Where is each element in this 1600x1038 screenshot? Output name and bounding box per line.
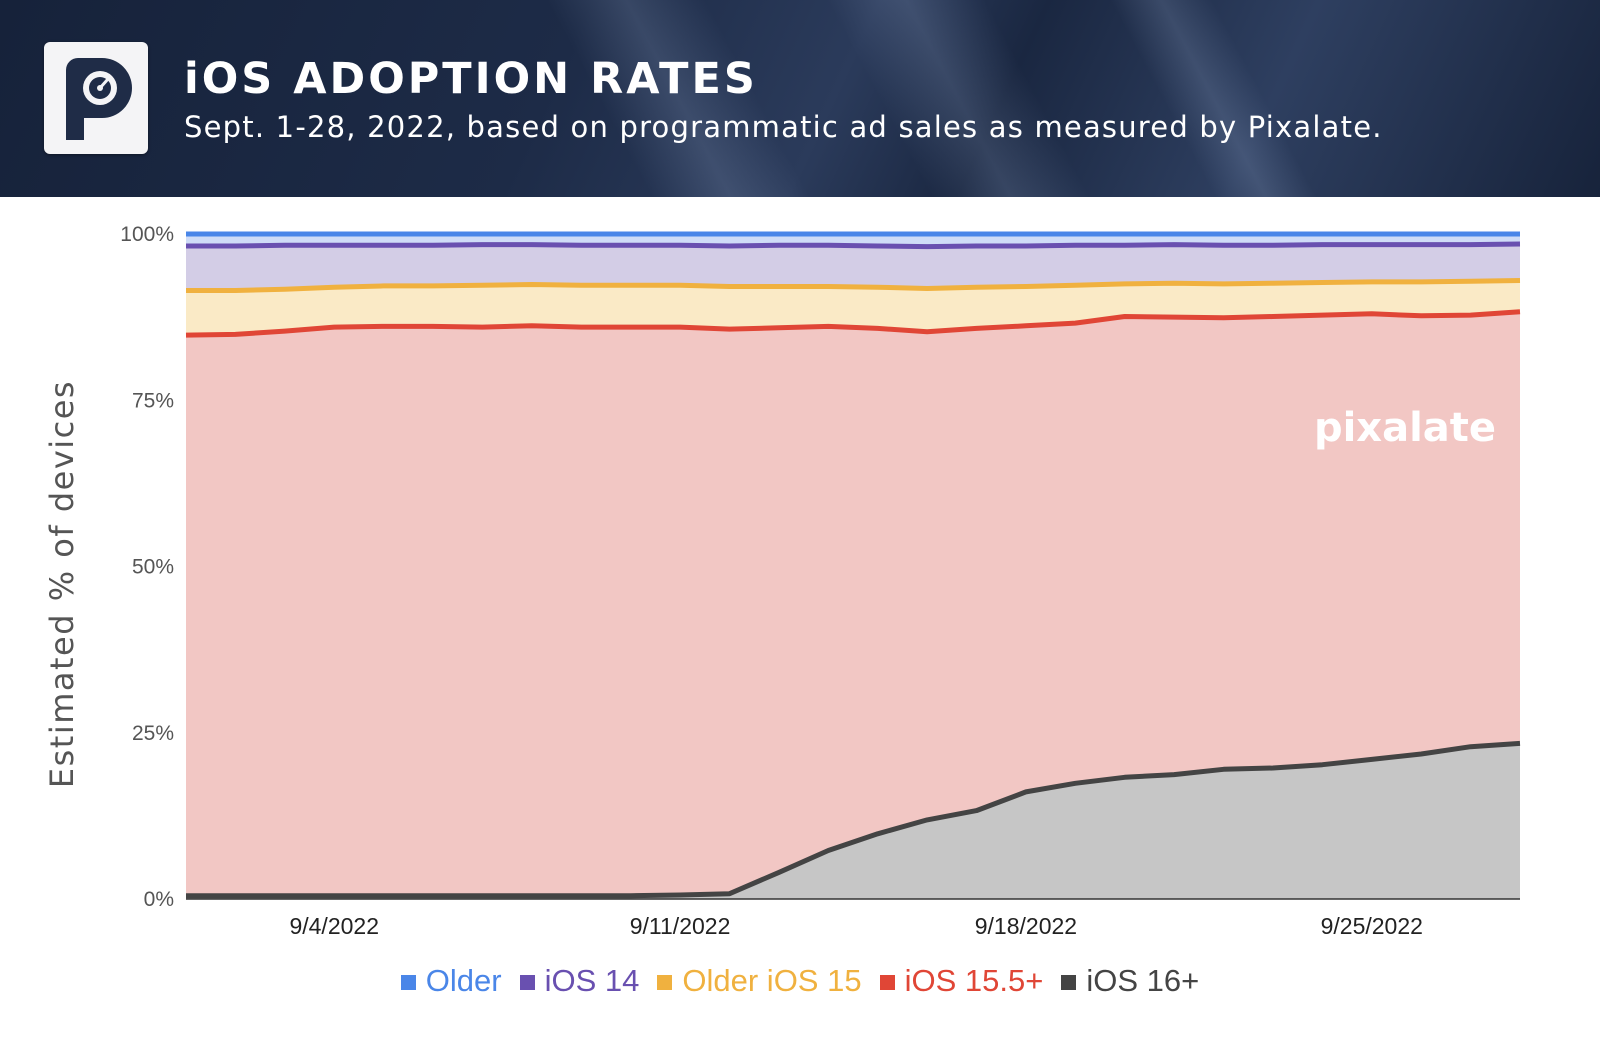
legend-swatch-ios-14: [519, 974, 535, 990]
legend-item-older-ios-15: Older iOS 15: [657, 963, 862, 999]
legend-label-ios-16: iOS 16+: [1086, 963, 1200, 998]
chart-lines: [185, 231, 1521, 899]
line-ios-15-5: [185, 309, 1521, 338]
x-tick-label: 9/18/2022: [975, 913, 1077, 939]
legend-swatch-ios-15-5: [879, 974, 895, 990]
page-subtitle: Sept. 1-28, 2022, based on programmatic …: [184, 110, 1383, 144]
y-tick-label: 0%: [144, 888, 174, 911]
x-tick-label: 9/11/2022: [630, 913, 731, 939]
area-older-ios-15: [186, 280, 1520, 336]
y-tick-label: 50%: [132, 556, 174, 579]
line-older-ios-15: [186, 278, 1521, 293]
legend-item-ios-15-5: iOS 15.5+: [879, 963, 1044, 999]
area-ios-15-5: [186, 311, 1520, 896]
banner-light-streak: [823, 0, 1117, 197]
chart-legend: Older iOS 14 Older iOS 15 iOS 15.5+ iOS …: [0, 963, 1600, 999]
legend-swatch-older-ios-15: [657, 974, 673, 990]
line-ios-16: [186, 740, 1521, 899]
legend-item-ios-14: iOS 14: [519, 963, 640, 999]
line-ios-14: [186, 241, 1521, 250]
x-tick-label: 9/4/2022: [289, 913, 379, 939]
y-tick-label: 25%: [132, 722, 174, 745]
banner-light-streak: [1100, 0, 1350, 197]
legend-label-older-ios-15: Older iOS 15: [682, 963, 862, 998]
page-title: iOS ADOPTION RATES: [184, 54, 758, 104]
x-tick-label: 9/25/2022: [1321, 913, 1423, 939]
y-axis-label: Estimated % of devices: [43, 379, 81, 789]
y-tick-label: 100%: [120, 223, 174, 246]
legend-item-older: Older: [400, 963, 502, 999]
legend-label-ios-14: iOS 14: [544, 963, 640, 998]
chart-axes: 0% 25% 50% 75% 100% 9/4/2022 9/11/2022 9/18/202…: [120, 223, 1520, 939]
chart-areas: [186, 234, 1520, 899]
legend-swatch-ios-16: [1061, 974, 1077, 990]
area-ios-16: [186, 743, 1520, 899]
y-tick-label: 75%: [132, 389, 174, 412]
legend-label-ios-15-5: iOS 15.5+: [904, 963, 1044, 998]
pixalate-logo-icon: [44, 42, 148, 154]
header-banner: iOS ADOPTION RATES Sept. 1-28, 2022, bas…: [0, 0, 1600, 197]
legend-swatch-older: [400, 974, 416, 990]
legend-item-ios-16: iOS 16+: [1061, 963, 1199, 999]
area-ios-14: [186, 244, 1520, 291]
adoption-area-chart: 0% 25% 50% 75% 100% 9/4/2022 9/11/2022 9/18/202…: [120, 223, 1521, 939]
pixalate-watermark: pixalate: [1314, 405, 1496, 451]
legend-label-older: Older: [425, 963, 502, 998]
